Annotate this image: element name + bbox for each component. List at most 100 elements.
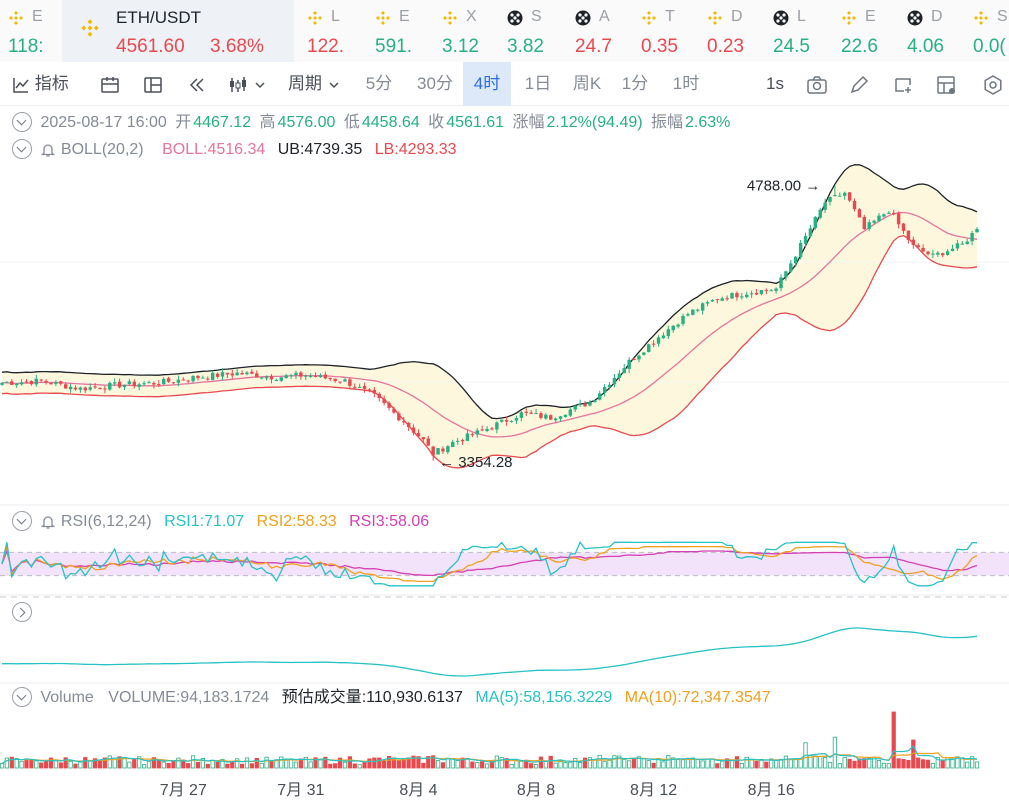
active-ticker[interactable]: ETH/USDT 4561.60 3.68% bbox=[62, 0, 294, 62]
ticker-price: 118: bbox=[8, 36, 44, 57]
candle-body bbox=[24, 381, 29, 383]
candle-body bbox=[196, 375, 200, 379]
candle-body bbox=[509, 421, 514, 423]
candle-body bbox=[289, 375, 293, 377]
candle-body bbox=[225, 372, 230, 375]
period-dropdown[interactable]: 周期 bbox=[288, 62, 341, 106]
ticker-price: 0.23 bbox=[707, 36, 744, 57]
candle-body bbox=[975, 228, 979, 233]
candle-body bbox=[696, 309, 700, 311]
candle-body bbox=[14, 383, 19, 386]
volume-bar bbox=[940, 759, 945, 769]
draw-tool-button[interactable] bbox=[849, 62, 869, 106]
bnb-icon bbox=[973, 10, 989, 26]
candle-body bbox=[759, 290, 764, 294]
candle-body bbox=[157, 384, 161, 386]
refresh-rate-button[interactable]: 1s bbox=[766, 62, 784, 106]
interval-1[interactable]: 30分 bbox=[417, 74, 453, 93]
interval-0[interactable]: 5分 bbox=[365, 74, 393, 93]
candle-body bbox=[127, 381, 132, 385]
ticker-item[interactable]: X 3.12 bbox=[442, 0, 502, 62]
volume-bar bbox=[543, 761, 548, 769]
candle-body bbox=[333, 378, 337, 382]
interval-5[interactable]: 1分 bbox=[621, 74, 649, 93]
ticker-item[interactable]: D 0.23 bbox=[707, 0, 767, 62]
ticker-item[interactable]: T 0.35 bbox=[641, 0, 701, 62]
candle-body bbox=[705, 302, 710, 304]
candle-body bbox=[896, 213, 901, 225]
replay-button[interactable] bbox=[187, 62, 207, 106]
volume-bar bbox=[151, 757, 156, 769]
candle-body bbox=[402, 421, 406, 423]
volume-bar bbox=[715, 763, 720, 769]
candle-body bbox=[220, 372, 225, 377]
layout-settings-button[interactable] bbox=[936, 62, 958, 106]
layout-button[interactable] bbox=[100, 62, 120, 106]
add-chart-button[interactable] bbox=[892, 62, 914, 106]
candle-body bbox=[519, 412, 524, 418]
volume-bar bbox=[284, 759, 289, 769]
candle-body bbox=[847, 192, 852, 201]
ticker-item[interactable]: E 591. bbox=[375, 0, 435, 62]
candle-body bbox=[950, 248, 955, 251]
volume-bar bbox=[499, 757, 504, 769]
bell-alert-icon[interactable] bbox=[40, 514, 56, 530]
ticker-item[interactable]: L 24.5 bbox=[773, 0, 833, 62]
interval-3[interactable]: 1日 bbox=[524, 74, 552, 93]
ticker-price: 24.5 bbox=[773, 36, 810, 57]
max-price-label: 4788.00 → bbox=[747, 178, 820, 195]
screenshot-button[interactable] bbox=[806, 62, 828, 106]
add-window-icon bbox=[895, 77, 911, 93]
volume-bar bbox=[303, 756, 308, 769]
volume-bar bbox=[470, 761, 475, 769]
indicators-button[interactable]: 指标 bbox=[12, 62, 69, 106]
ticker-name: E bbox=[399, 8, 410, 25]
bnb-icon bbox=[375, 10, 391, 26]
candle-body bbox=[269, 376, 274, 380]
candle-body bbox=[338, 381, 342, 383]
indicators-label: 指标 bbox=[34, 74, 69, 93]
candle-body bbox=[382, 398, 386, 404]
volume-bar bbox=[58, 762, 63, 769]
volume-bar bbox=[578, 762, 583, 769]
candle-body bbox=[68, 386, 73, 390]
volume-bar bbox=[102, 757, 108, 769]
interval-2[interactable]: 4时 bbox=[463, 62, 511, 106]
active-price: 4561.60 bbox=[116, 36, 185, 57]
candle-body bbox=[529, 412, 533, 414]
volume-bar bbox=[347, 756, 352, 769]
ohlc-collapse-icon[interactable] bbox=[12, 111, 32, 132]
ticker-item[interactable]: S 0.0( bbox=[973, 0, 1009, 62]
ticker-item[interactable]: E 118: bbox=[8, 0, 68, 62]
ticker-item[interactable]: L 122. bbox=[307, 0, 367, 62]
expand-indicator-icon[interactable] bbox=[12, 601, 32, 622]
ticker-item[interactable]: S 3.82 bbox=[507, 0, 567, 62]
layout-grid-icon bbox=[937, 75, 955, 94]
candle-body bbox=[230, 373, 234, 376]
ticker-item[interactable]: D 4.06 bbox=[907, 0, 967, 62]
boll-info: BOLL(20,2) BOLL:4516.34 UB:4739.35 LB:42… bbox=[0, 137, 461, 163]
candle-body bbox=[642, 352, 646, 355]
boll-collapse-icon[interactable] bbox=[12, 138, 32, 159]
candle-body bbox=[549, 415, 553, 420]
rsi-collapse-icon[interactable] bbox=[12, 510, 32, 531]
interval-6[interactable]: 1时 bbox=[672, 74, 700, 93]
candle-body bbox=[485, 428, 489, 431]
split-view-button[interactable] bbox=[143, 62, 163, 106]
settings-button[interactable] bbox=[982, 62, 1004, 106]
interval-4[interactable]: 周K bbox=[572, 74, 602, 93]
chart-type-button[interactable] bbox=[228, 62, 268, 106]
candle-body bbox=[367, 389, 372, 391]
volume-collapse-icon[interactable] bbox=[12, 686, 32, 707]
active-change: 3.68% bbox=[210, 36, 264, 57]
ticker-item[interactable]: A 24.7 bbox=[575, 0, 635, 62]
ticker-item[interactable]: E 22.6 bbox=[841, 0, 901, 62]
volume-bar bbox=[965, 761, 970, 769]
candle-body bbox=[818, 209, 822, 218]
candle-body bbox=[294, 372, 298, 376]
bell-alert-icon[interactable] bbox=[40, 142, 56, 158]
volume-bar bbox=[705, 758, 710, 769]
volume-bar bbox=[445, 757, 450, 769]
volume-bar bbox=[896, 758, 901, 769]
